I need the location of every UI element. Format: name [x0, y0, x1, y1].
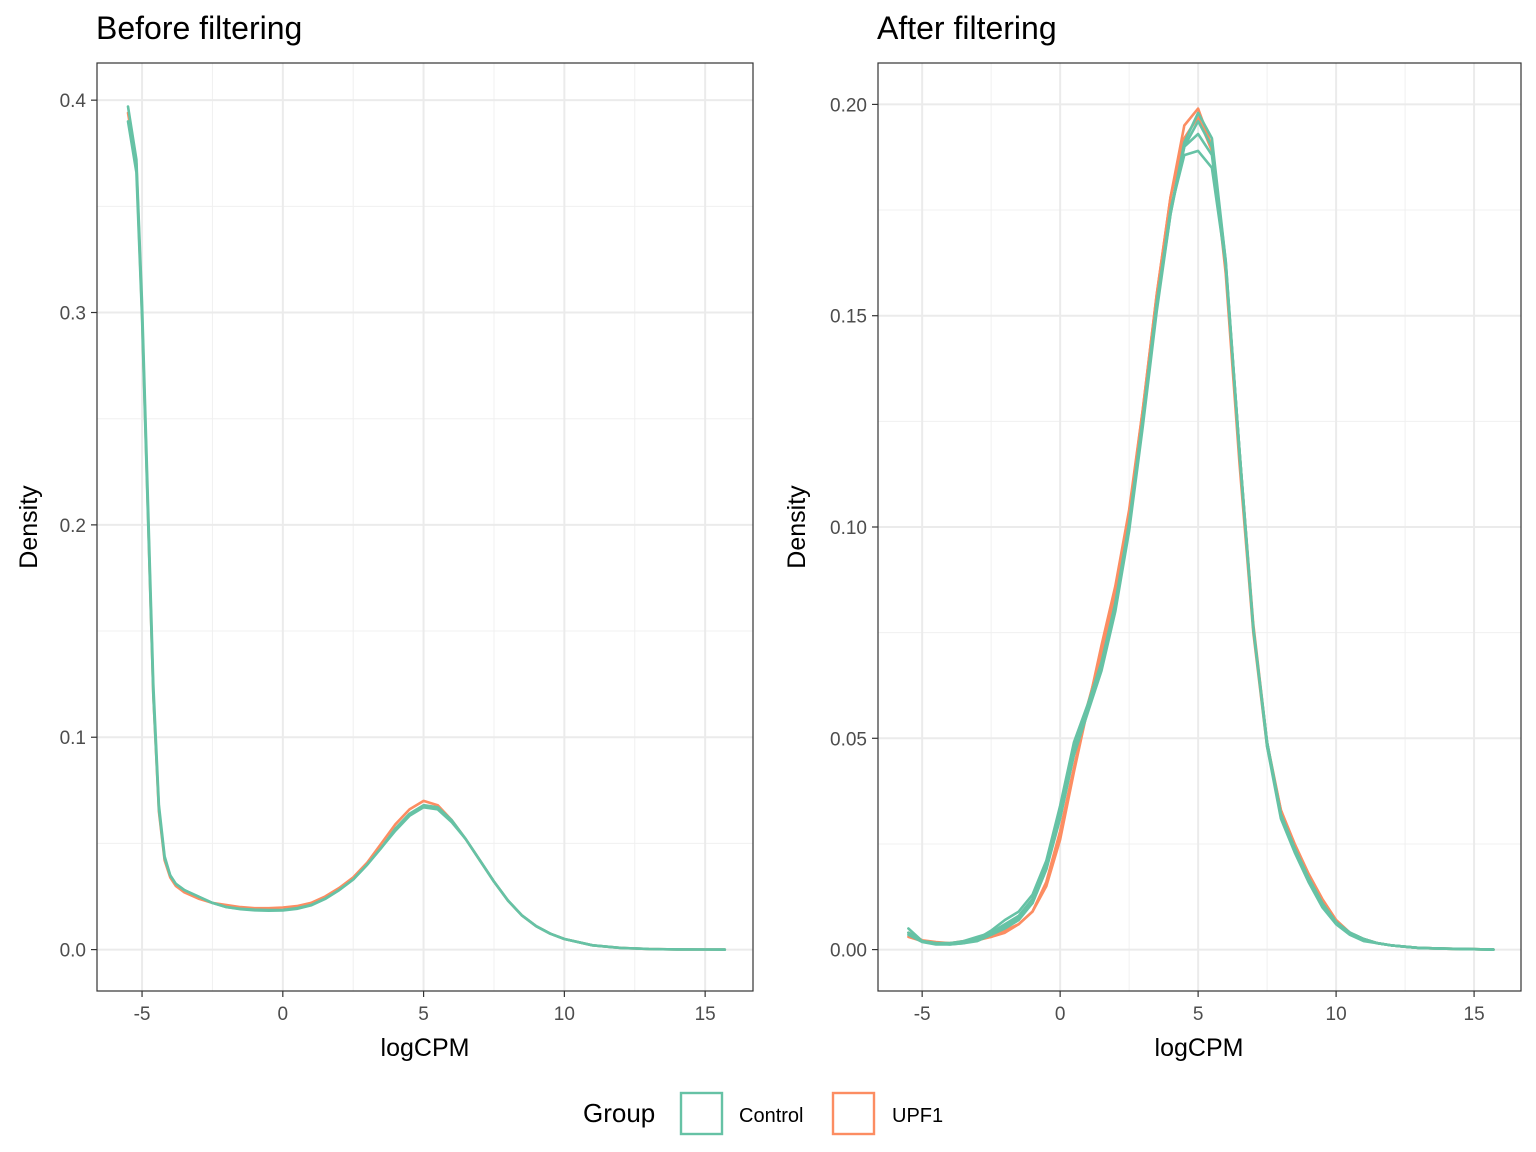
panel-lines: [126, 105, 727, 951]
x-tick-label: 15: [1464, 1004, 1485, 1025]
x-axis-label: logCPM: [381, 1034, 470, 1062]
legend-key-control: [679, 1091, 724, 1136]
density-line-control: [126, 120, 727, 951]
x-tick-label: -5: [134, 1004, 151, 1025]
y-tick-label: 0.10: [830, 518, 867, 539]
legend-title: Group: [583, 1098, 655, 1128]
panel-title: After filtering: [877, 10, 1057, 46]
density-line-control: [907, 111, 1495, 951]
x-tick-label: 0: [278, 1004, 289, 1025]
legend-key-upf1: [831, 1091, 876, 1136]
y-axis-label: Density: [783, 485, 811, 569]
legend-label-upf1: UPF1: [892, 1105, 943, 1127]
panel-grid: [97, 63, 753, 991]
panel-after-filtering: After filtering -5 0 5 10 15 0.00 0.05 0.10 0.15…: [783, 10, 1522, 1062]
y-tick-label: 0.1: [60, 728, 86, 749]
x-tick-label: -5: [914, 1004, 931, 1025]
x-tick-label: 5: [418, 1004, 429, 1025]
y-tick-label: 0.00: [830, 941, 867, 962]
density-line-upf1: [907, 115, 1495, 951]
density-line-control: [907, 132, 1495, 951]
density-line-control: [907, 120, 1495, 951]
panel-ticks: -5 0 5 10 15 0.00 0.05 0.10 0.15 0.20: [830, 95, 1485, 1025]
x-tick-label: 10: [1326, 1004, 1347, 1025]
x-axis-label: logCPM: [1155, 1034, 1244, 1062]
y-tick-label: 0.3: [60, 304, 86, 325]
panel-ticks: -5 0 5 10 15 0.0 0.1 0.2 0.3 0.4: [60, 91, 716, 1025]
y-tick-label: 0.4: [60, 91, 87, 112]
panel-title: Before filtering: [96, 10, 302, 46]
panel-before-filtering: Before filtering -5 0 5 10 15 0.0 0.1 0.2 0.3 0.4…: [15, 10, 754, 1062]
density-line-control: [126, 105, 727, 951]
panel-grid: [878, 63, 1521, 991]
y-tick-label: 0.15: [830, 307, 867, 328]
density-line-control: [907, 149, 1495, 951]
panel-lines: [907, 107, 1495, 951]
panel-border: [96, 62, 754, 992]
x-tick-label: 0: [1055, 1004, 1066, 1025]
y-tick-label: 0.20: [830, 95, 867, 116]
y-tick-label: 0.05: [830, 729, 867, 750]
y-axis-label: Density: [15, 485, 43, 569]
legend-label-control: Control: [739, 1105, 803, 1127]
x-tick-label: 5: [1193, 1004, 1204, 1025]
y-tick-label: 0.0: [60, 941, 86, 962]
legend: Group Control UPF1: [583, 1091, 943, 1136]
x-tick-label: 10: [554, 1004, 575, 1025]
y-tick-label: 0.2: [60, 516, 86, 537]
x-tick-label: 15: [695, 1004, 716, 1025]
density-line-upf1: [126, 111, 727, 951]
density-line-upf1: [907, 107, 1495, 951]
